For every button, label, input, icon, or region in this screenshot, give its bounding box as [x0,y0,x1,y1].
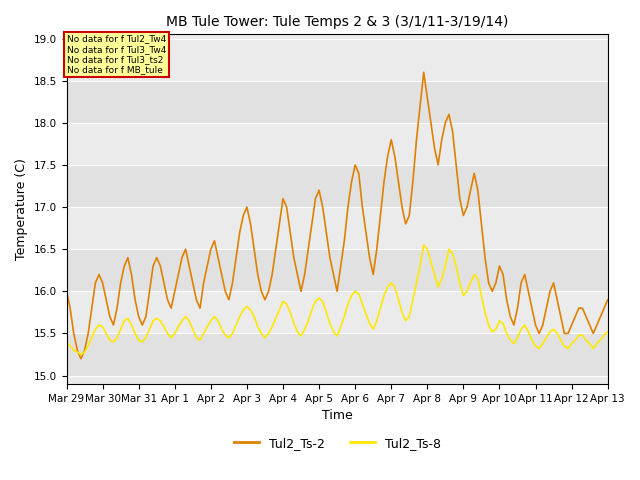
Tul2_Ts-2 [409,179,417,185]
Tul2_Ts-2 [449,128,456,134]
Tul2_Ts-8 [257,331,265,336]
Bar [67,334,608,375]
Tul2_Ts-2 [257,288,265,294]
Tul2_Ts-2 [330,272,337,277]
Tul2_Ts-8 [63,339,70,345]
Tul2_Ts-2 [604,297,612,302]
Title: MB Tule Tower: Tule Temps 2 & 3 (3/1/11-3/19/14): MB Tule Tower: Tule Temps 2 & 3 (3/1/11-… [166,15,508,29]
Tul2_Ts-8 [604,329,612,335]
Text: No data for f Tul2_Tw4
No data for f Tul3_Tw4
No data for f Tul3_ts2
No data for: No data for f Tul2_Tw4 No data for f Tul… [67,35,166,74]
Tul2_Ts-8 [449,251,456,256]
Legend: Tul2_Ts-2, Tul2_Ts-8: Tul2_Ts-2, Tul2_Ts-8 [228,432,445,455]
Line: Tul2_Ts-2: Tul2_Ts-2 [67,72,608,359]
Bar [67,165,608,207]
Tul2_Ts-8 [330,329,337,335]
Tul2_Ts-8 [77,352,84,358]
Y-axis label: Temperature (C): Temperature (C) [15,158,28,260]
Tul2_Ts-8 [395,297,403,302]
Tul2_Ts-2 [63,288,70,294]
X-axis label: Time: Time [322,409,353,422]
Tul2_Ts-2 [395,179,403,185]
Bar [67,249,608,291]
Tul2_Ts-8 [600,332,608,338]
Tul2_Ts-2 [420,70,428,75]
Line: Tul2_Ts-8: Tul2_Ts-8 [67,245,608,355]
Tul2_Ts-8 [420,242,428,248]
Bar [67,81,608,123]
Tul2_Ts-8 [409,297,417,302]
Tul2_Ts-2 [600,305,608,311]
Tul2_Ts-2 [77,356,84,361]
